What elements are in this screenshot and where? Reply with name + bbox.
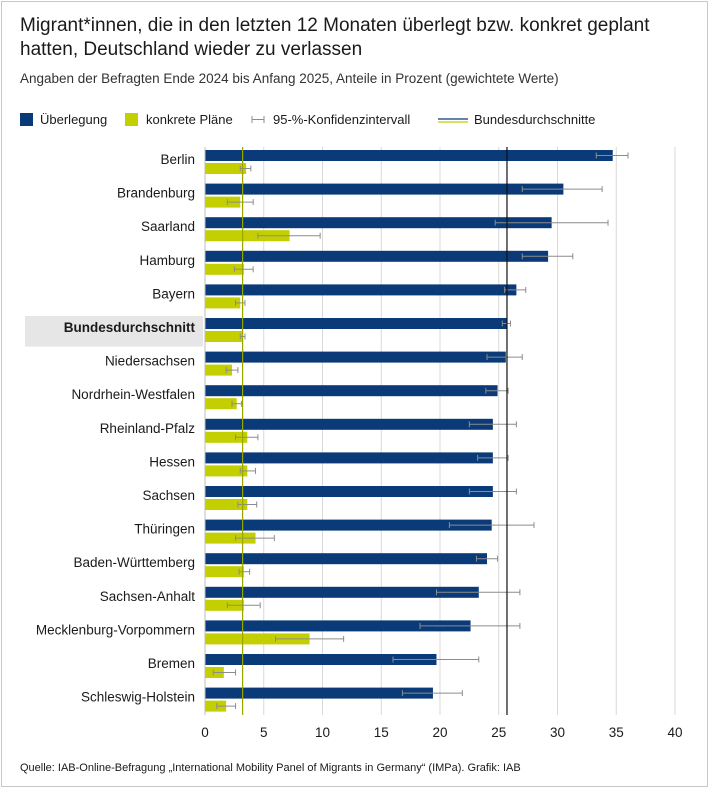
category-label-brandenburg: Brandenburg	[117, 186, 195, 201]
category-label-sachsen: Sachsen	[142, 488, 195, 503]
category-label-hamburg: Hamburg	[139, 253, 195, 268]
bar-considering-sachsen-anhalt	[205, 586, 479, 598]
legend-ci-icon	[251, 116, 265, 123]
x-tick-label: 0	[201, 725, 209, 740]
bar-plans-schleswig-holstein	[205, 700, 227, 712]
bar-considering-berlin	[205, 150, 613, 161]
legend-averages-icon	[438, 118, 468, 123]
bar-plans-bundesdurchschnitt	[205, 331, 243, 342]
bar-considering-hessen	[205, 452, 493, 464]
bar-considering-hamburg	[205, 250, 549, 262]
x-tick-label: 30	[550, 725, 565, 740]
category-label-hessen: Hessen	[149, 454, 195, 469]
bar-chart: Berlin Brandenburg Saarland Hamburg Bayern Bu…	[25, 147, 683, 740]
category-label-baden-wuerttemberg: Baden-Württemberg	[73, 555, 195, 570]
x-tick-label: 15	[374, 725, 389, 740]
bar-plans-brandenburg	[205, 196, 241, 208]
legend-label-ci: 95-%-Konfidenzintervall	[273, 112, 411, 127]
bar-plans-bayern	[205, 297, 241, 309]
category-label-bremen: Bremen	[148, 656, 195, 671]
category-label-berlin: Berlin	[160, 152, 195, 167]
bar-plans-hamburg	[205, 263, 244, 275]
bar-plans-nordrhein-westfalen	[205, 398, 237, 410]
legend-label-considering: Überlegung	[40, 112, 108, 127]
category-label-rheinland-pfalz: Rheinland-Pfalz	[100, 421, 196, 436]
chart-subtitle: Angaben der Befragten Ende 2024 bis Anfa…	[20, 71, 559, 86]
x-tick-label: 40	[667, 725, 682, 740]
bar-plans-saarland	[205, 230, 290, 242]
category-label-bayern: Bayern	[152, 286, 195, 301]
source-note: Quelle: IAB-Online-Befragung „Internatio…	[20, 762, 521, 774]
highlight-row-bg	[25, 316, 203, 347]
category-label-schleswig-holstein: Schleswig-Holstein	[81, 690, 195, 705]
bar-considering-sachsen	[205, 486, 493, 497]
bar-considering-brandenburg	[205, 183, 564, 195]
bar-plans-sachsen	[205, 499, 248, 510]
bar-considering-bayern	[205, 284, 517, 296]
bar-considering-schleswig-holstein	[205, 687, 433, 699]
bar-plans-sachsen-anhalt	[205, 599, 244, 611]
bar-considering-rheinland-pfalz	[205, 418, 493, 430]
bar-considering-bremen	[205, 654, 437, 665]
x-tick-label: 35	[609, 725, 624, 740]
bar-plans-berlin	[205, 163, 247, 174]
category-label-saarland: Saarland	[141, 219, 195, 234]
bar-plans-rheinland-pfalz	[205, 431, 248, 443]
legend-label-averages: Bundesdurchschnitte	[474, 112, 596, 127]
bar-plans-hessen	[205, 465, 248, 477]
x-tick-label: 20	[432, 725, 447, 740]
category-label-nordrhein-westfalen: Nordrhein-Westfalen	[71, 387, 195, 402]
bar-plans-baden-wuerttemberg	[205, 566, 244, 578]
bar-considering-saarland	[205, 217, 552, 229]
bar-plans-thueringen	[205, 532, 256, 544]
bar-considering-bundesdurchschnitt	[205, 318, 507, 329]
legend-swatch-plans	[125, 113, 138, 126]
bar-plans-niedersachsen	[205, 364, 233, 376]
legend-label-plans: konkrete Pläne	[146, 112, 233, 127]
x-tick-label: 25	[491, 725, 506, 740]
bar-considering-mecklenburg-vorpommern	[205, 620, 471, 632]
bar-considering-baden-wuerttemberg	[205, 553, 487, 565]
category-label-sachsen-anhalt: Sachsen-Anhalt	[100, 589, 196, 604]
legend-swatch-considering	[20, 113, 33, 126]
category-label-niedersachsen: Niedersachsen	[105, 354, 195, 369]
bar-plans-mecklenburg-vorpommern	[205, 633, 310, 645]
category-label-mecklenburg-vorpommern: Mecklenburg-Vorpommern	[36, 622, 195, 637]
category-label-thueringen: Thüringen	[134, 522, 195, 537]
x-tick-label: 10	[315, 725, 330, 740]
x-tick-label: 5	[260, 725, 268, 740]
bar-considering-thueringen	[205, 519, 492, 531]
bar-considering-niedersachsen	[205, 351, 506, 363]
category-label-bundesdurchschnitt: Bundesdurchschnitt	[64, 320, 196, 335]
chart-title: Migrant*innen, die in den letzten 12 Mon…	[20, 15, 650, 60]
bar-considering-nordrhein-westfalen	[205, 385, 498, 397]
